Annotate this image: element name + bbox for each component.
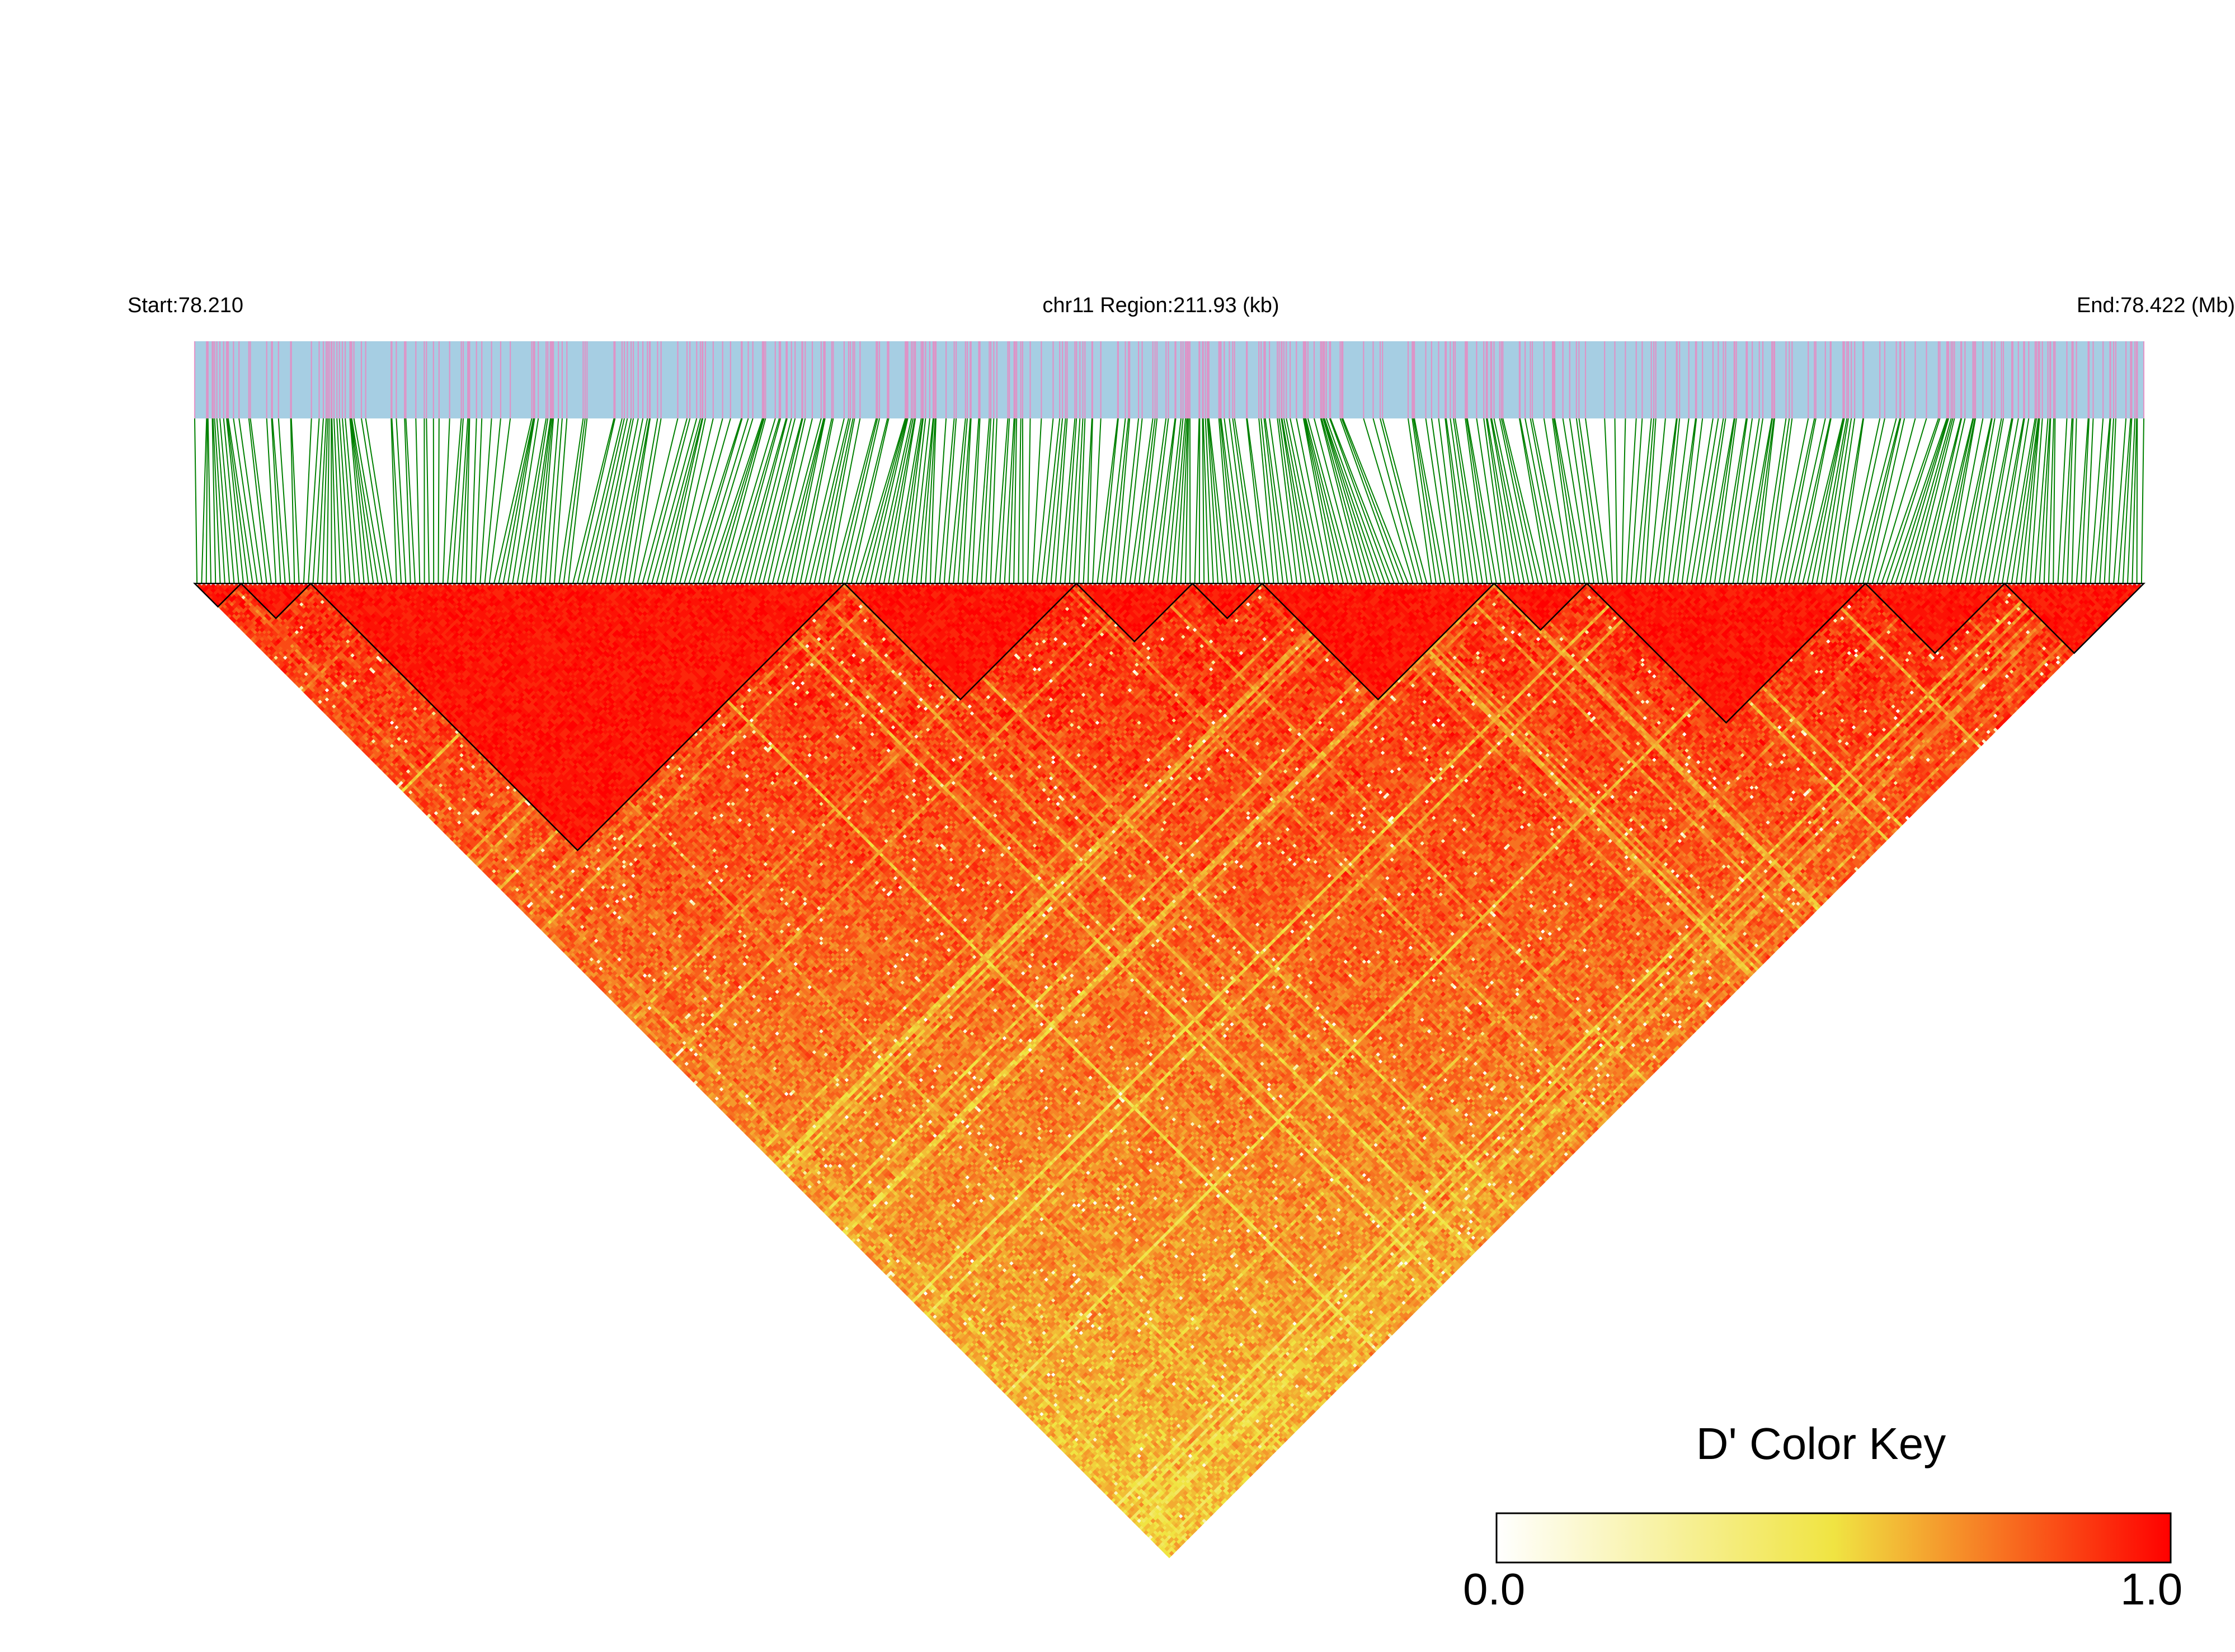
- ld-block-outline-6: [1260, 582, 1496, 701]
- color-key: [1495, 1512, 2172, 1564]
- ld-heatmap-triangle: [196, 583, 2142, 1559]
- ld-block-outline-9: [1864, 582, 2007, 655]
- snp-connector-lines: [194, 418, 2144, 584]
- ld-block-outline-7: [1492, 582, 1589, 631]
- ld-block-outline-2: [309, 582, 846, 851]
- ld-block-outline-8: [1585, 582, 1867, 724]
- ld-block-outline-0: [192, 582, 243, 608]
- ld-block-outline-4: [1075, 582, 1194, 643]
- region-end-label: End:78.422 (Mb): [2076, 294, 2235, 317]
- color-key-bar: [1495, 1512, 2172, 1564]
- color-key-title: D' Color Key: [1696, 1419, 1946, 1469]
- ld-block-outline-3: [843, 582, 1079, 701]
- ld-block-outline-1: [239, 582, 313, 619]
- snp-connectors: [194, 418, 2144, 584]
- ld-block-outlines: [192, 582, 2146, 851]
- color-key-min-label: 0.0: [1463, 1564, 1526, 1614]
- region-start-label: Start:78.210: [128, 294, 244, 317]
- region-title: chr11 Region:211.93 (kb): [1042, 294, 1279, 317]
- ld-block-outline-10: [2003, 582, 2146, 655]
- snp-track-background: [195, 341, 2144, 418]
- snp-position-track: [194, 341, 2145, 418]
- ld-block-outline-5: [1191, 582, 1264, 619]
- color-key-max-label: 1.0: [2120, 1564, 2183, 1614]
- snp-position-ticks: [194, 341, 2145, 418]
